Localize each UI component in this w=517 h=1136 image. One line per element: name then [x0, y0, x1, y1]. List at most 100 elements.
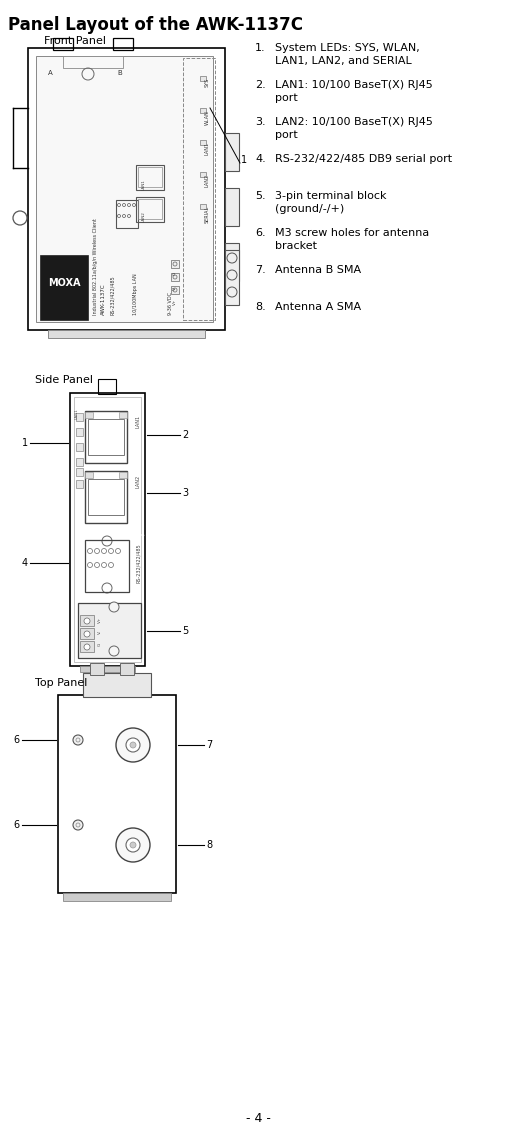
Bar	[85, 411, 127, 463]
Text: SERIAL: SERIAL	[205, 206, 209, 224]
Text: 4.: 4.	[255, 154, 266, 164]
Text: SYS: SYS	[205, 78, 209, 87]
Text: V+: V+	[98, 617, 102, 624]
Circle shape	[130, 742, 136, 747]
Text: System LEDs: SYS, WLAN,: System LEDs: SYS, WLAN,	[275, 43, 420, 53]
Circle shape	[109, 602, 119, 612]
Bar	[58, 695, 176, 893]
Text: Side Panel: Side Panel	[35, 375, 93, 385]
Text: 5: 5	[182, 626, 188, 636]
Bar	[119, 471, 127, 478]
Bar	[76, 428, 83, 436]
Bar	[76, 468, 83, 476]
Text: bracket: bracket	[275, 241, 317, 251]
Bar	[76, 481, 83, 488]
Bar	[76, 414, 83, 421]
Circle shape	[76, 738, 80, 742]
Bar	[80, 641, 94, 652]
Bar	[76, 443, 83, 451]
Bar	[80, 615, 94, 626]
Text: RS-232/422/485 DB9 serial port: RS-232/422/485 DB9 serial port	[275, 154, 452, 164]
Text: 7: 7	[206, 740, 212, 750]
Text: LAN2: 10/100 BaseT(X) RJ45: LAN2: 10/100 BaseT(X) RJ45	[275, 117, 433, 127]
Bar	[119, 412, 127, 418]
Text: V-: V-	[98, 630, 102, 634]
Bar	[40, 254, 88, 320]
Bar	[200, 204, 206, 209]
Text: LAN1: LAN1	[205, 142, 209, 156]
Bar	[120, 663, 134, 675]
Bar	[138, 167, 162, 187]
Bar	[225, 243, 239, 281]
Text: 5.: 5.	[255, 191, 266, 201]
Bar	[70, 393, 145, 666]
Text: G: G	[173, 272, 177, 275]
Bar	[80, 628, 94, 638]
Bar	[171, 260, 179, 268]
Text: 6: 6	[14, 735, 20, 745]
Text: 8.: 8.	[255, 302, 266, 312]
Circle shape	[130, 842, 136, 847]
Circle shape	[76, 822, 80, 827]
Text: 1: 1	[241, 154, 247, 165]
Bar	[200, 140, 206, 145]
Bar	[113, 37, 133, 50]
Bar	[225, 187, 239, 226]
Bar	[90, 663, 104, 675]
Text: Top Panel: Top Panel	[35, 678, 87, 688]
Bar	[225, 250, 239, 304]
Bar	[48, 329, 205, 339]
Text: WLAN: WLAN	[205, 110, 209, 125]
Text: 8: 8	[206, 840, 212, 850]
Bar	[200, 76, 206, 81]
Bar	[63, 56, 123, 68]
Text: - 4 -: - 4 -	[246, 1112, 270, 1125]
Bar	[36, 56, 213, 321]
Text: A: A	[48, 70, 52, 76]
Text: Antenna A SMA: Antenna A SMA	[275, 302, 361, 312]
Circle shape	[73, 735, 83, 745]
Text: LAN2: LAN2	[136, 475, 141, 488]
Bar	[85, 540, 129, 592]
Text: Front Panel: Front Panel	[44, 36, 106, 45]
Text: Panel Layout of the AWK-1137C: Panel Layout of the AWK-1137C	[8, 16, 303, 34]
Text: 10/100Mbps LAN: 10/100Mbps LAN	[133, 274, 138, 315]
Text: 7.: 7.	[255, 265, 266, 275]
Bar	[200, 172, 206, 177]
Text: V-: V-	[173, 286, 177, 290]
Circle shape	[84, 644, 90, 650]
Text: LAN1: LAN1	[136, 415, 141, 428]
Text: 3: 3	[182, 488, 188, 498]
Bar	[78, 603, 141, 658]
Bar	[85, 412, 93, 418]
Text: 2.: 2.	[255, 80, 266, 90]
Text: LAN2: LAN2	[205, 174, 209, 187]
Text: B: B	[118, 70, 123, 76]
Text: (ground/-/+): (ground/-/+)	[275, 204, 344, 214]
Text: G: G	[98, 643, 102, 646]
Text: MOXA: MOXA	[48, 278, 80, 289]
Circle shape	[73, 820, 83, 830]
Text: RS-232/422/485: RS-232/422/485	[110, 275, 115, 315]
Bar	[138, 199, 162, 219]
Bar	[200, 108, 206, 112]
Text: 9-36 VDC: 9-36 VDC	[168, 292, 173, 315]
Circle shape	[126, 838, 140, 852]
Text: LAN1: LAN1	[142, 179, 146, 190]
Circle shape	[84, 618, 90, 624]
Text: port: port	[275, 93, 298, 103]
Text: 2: 2	[182, 431, 188, 440]
Text: 3-pin terminal block: 3-pin terminal block	[275, 191, 387, 201]
Text: 3.: 3.	[255, 117, 266, 127]
Bar	[225, 133, 239, 172]
Text: 1.: 1.	[255, 43, 266, 53]
Bar	[63, 893, 171, 901]
Text: RS-232/422/485: RS-232/422/485	[136, 543, 141, 583]
Text: LAN1, LAN2, and SERIAL: LAN1, LAN2, and SERIAL	[275, 56, 412, 66]
Bar	[80, 666, 135, 673]
Bar	[136, 165, 164, 190]
Circle shape	[84, 630, 90, 637]
Bar	[83, 673, 151, 698]
Circle shape	[126, 738, 140, 752]
Text: Industrial 802.11a/b/g/n Wireless Client: Industrial 802.11a/b/g/n Wireless Client	[93, 218, 98, 315]
